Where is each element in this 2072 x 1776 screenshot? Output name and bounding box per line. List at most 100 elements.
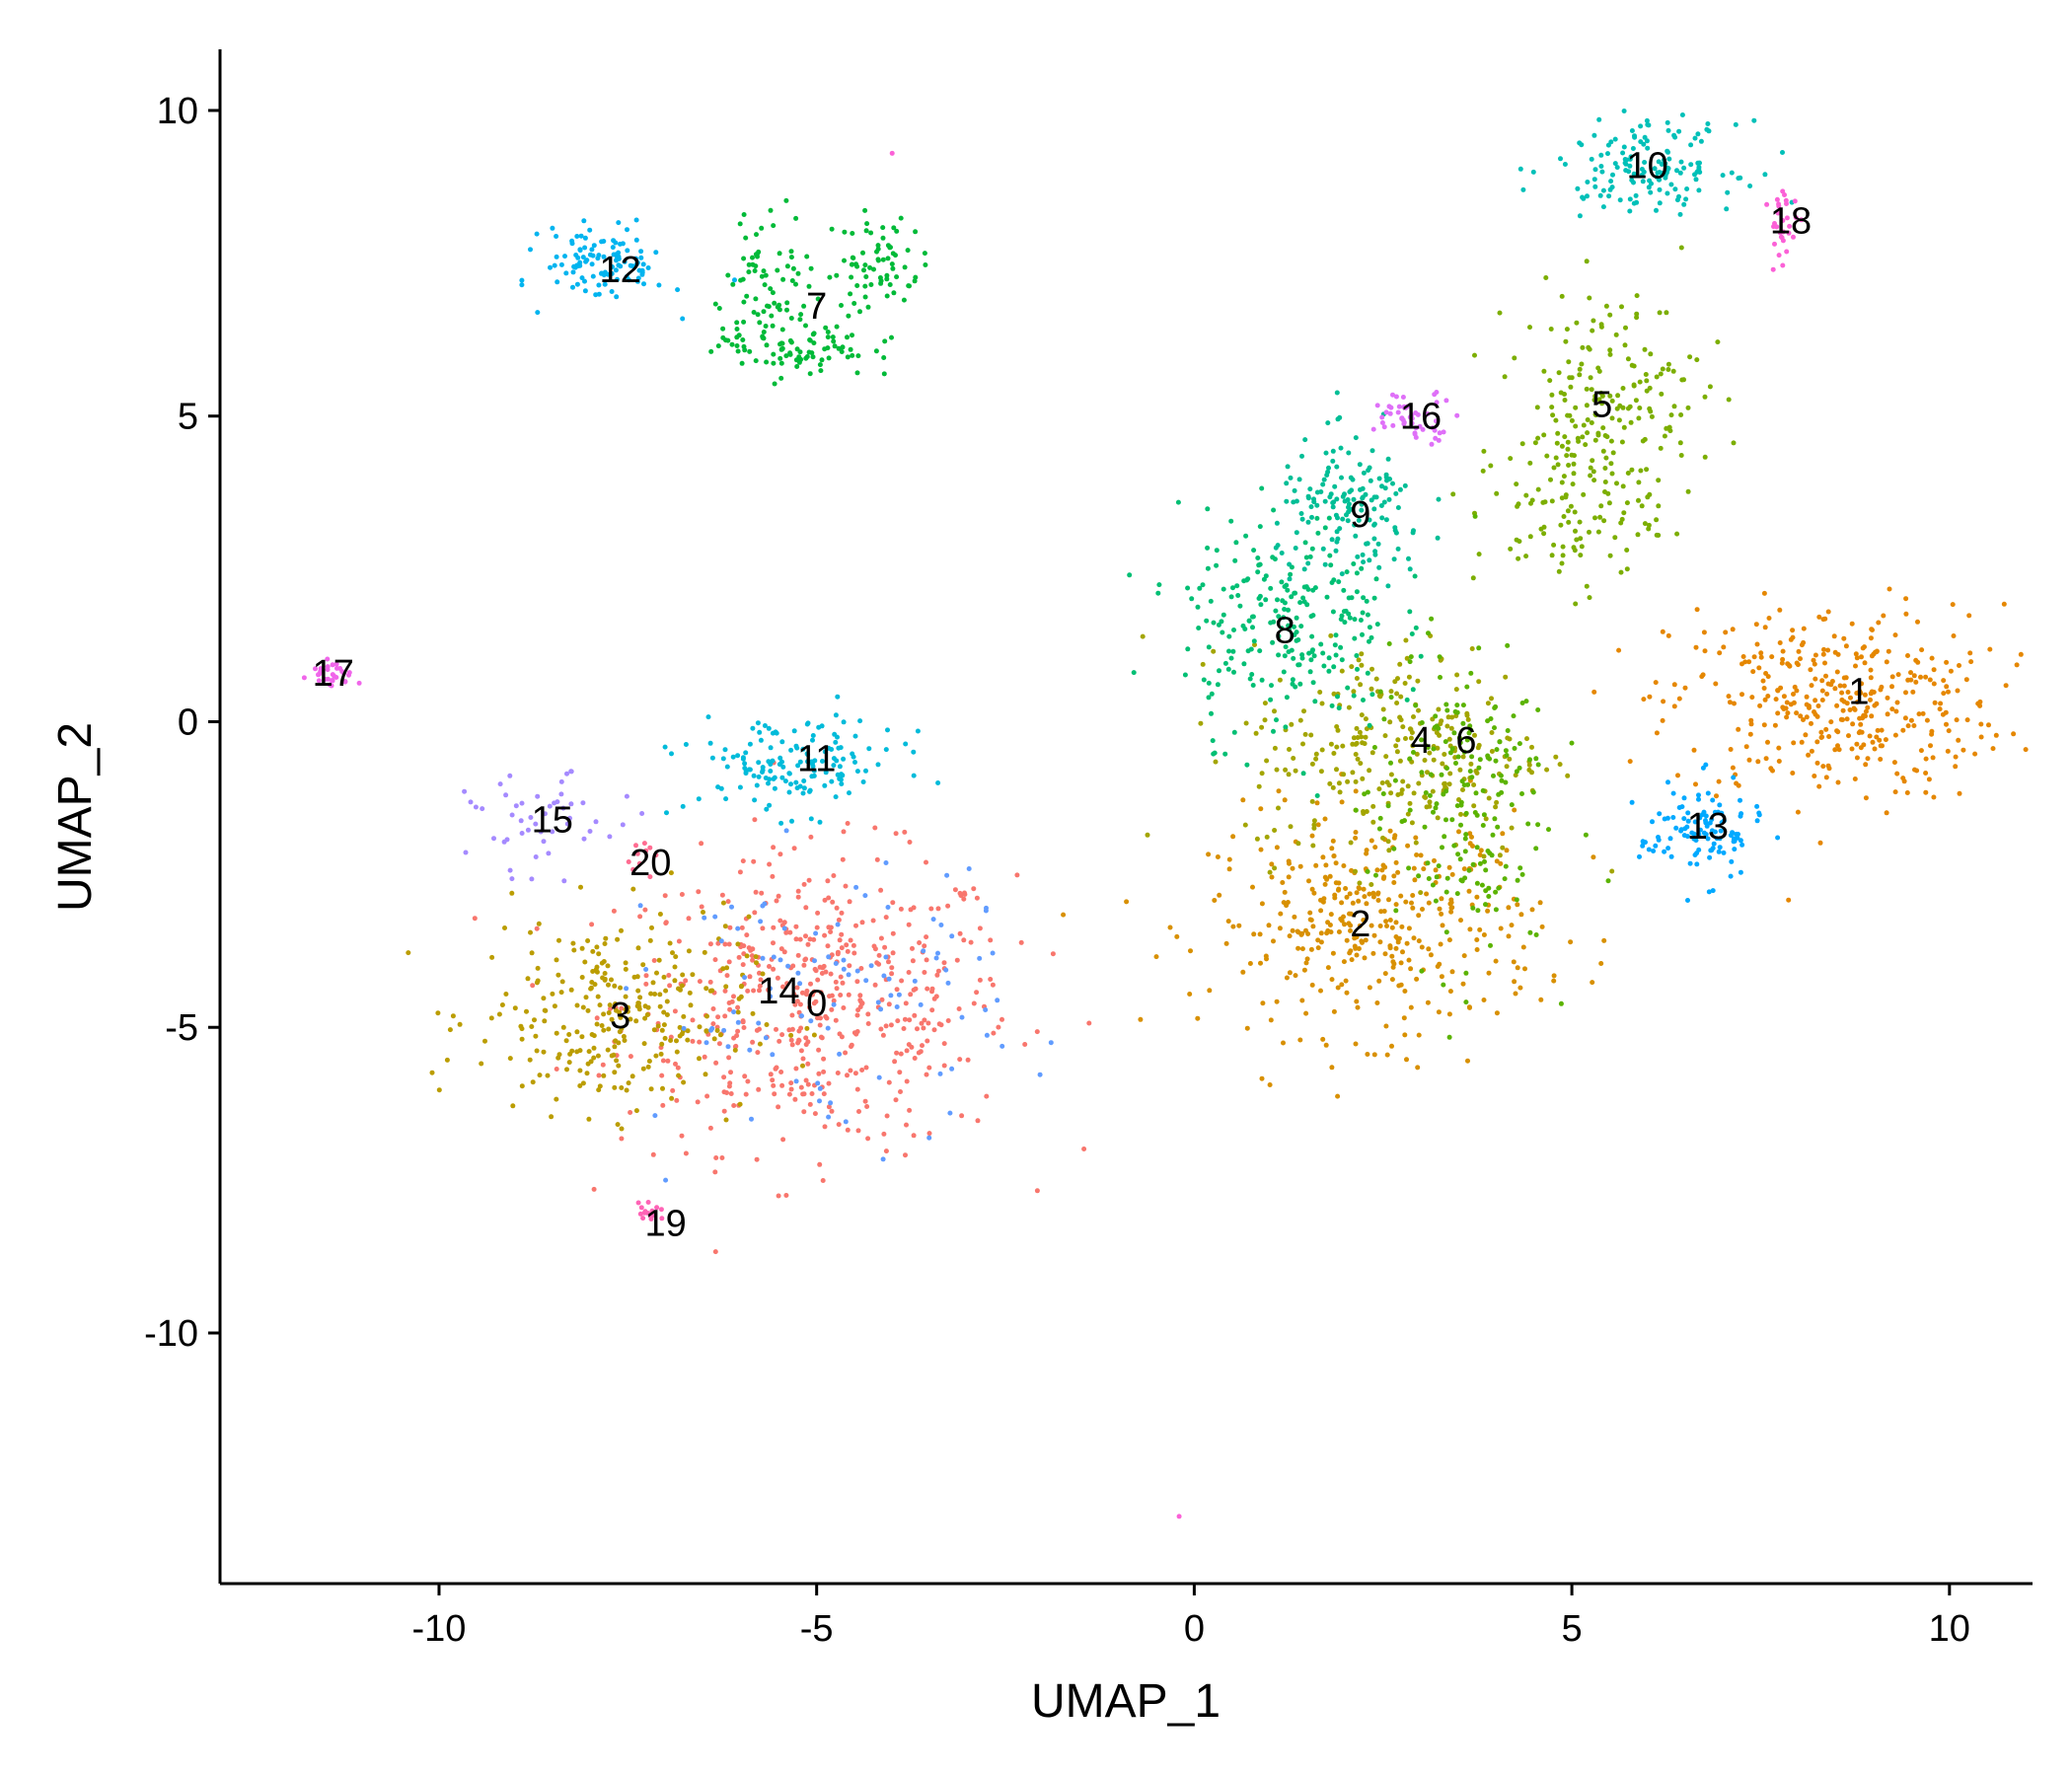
cluster-1-point xyxy=(1653,680,1659,686)
cluster-10-point xyxy=(1705,121,1711,126)
cluster-10-point xyxy=(1729,170,1735,176)
cluster-1-point xyxy=(1944,721,1949,727)
cluster-4-point xyxy=(1200,661,1206,667)
cluster-14-point xyxy=(768,994,774,999)
cluster-8-point xyxy=(1336,705,1342,711)
cluster-8-point xyxy=(1339,657,1345,663)
cluster-2-point xyxy=(1314,800,1320,806)
cluster-2-point xyxy=(1474,937,1480,942)
cluster-4-point xyxy=(1376,786,1382,792)
cluster-9-point xyxy=(1395,505,1401,510)
cluster-1-point xyxy=(1964,717,1970,723)
cluster-1-point xyxy=(1819,698,1825,703)
cluster-2-point xyxy=(1449,969,1455,975)
cluster-2-point xyxy=(1461,953,1467,959)
cluster-5-point xyxy=(1649,413,1655,419)
cluster-6-point xyxy=(1411,750,1416,755)
cluster-4-point xyxy=(1472,732,1477,738)
cluster-0-point xyxy=(756,1086,762,1092)
cluster-10-point xyxy=(1665,190,1670,196)
cluster-5-point xyxy=(1566,463,1572,468)
cluster-1-point xyxy=(1750,669,1756,675)
cluster-2-point xyxy=(1506,933,1512,939)
cluster-6-point xyxy=(1454,891,1460,897)
cluster-14-point xyxy=(990,950,996,956)
cluster-2-point xyxy=(1264,956,1269,962)
cluster-8-point xyxy=(1268,620,1274,626)
cluster-2-point xyxy=(1301,967,1307,973)
cluster-7-point xyxy=(817,362,823,368)
cluster-7-point xyxy=(868,282,874,287)
cluster-2-point xyxy=(1297,1037,1303,1043)
cluster-1-point xyxy=(1826,734,1832,739)
cluster-18-point xyxy=(1764,201,1770,207)
cluster-4-point xyxy=(1415,678,1421,684)
cluster-2-point xyxy=(1370,890,1376,896)
cluster-6-point xyxy=(1437,654,1443,660)
cluster-6-point xyxy=(1391,846,1397,851)
cluster-9-point xyxy=(1284,481,1290,486)
cluster-11-point xyxy=(782,778,788,784)
cluster-1-point xyxy=(1844,701,1850,706)
cluster-6-point xyxy=(1419,770,1425,776)
cluster-3-point xyxy=(626,1004,631,1010)
cluster-0-point xyxy=(838,993,844,998)
cluster-15-point xyxy=(480,806,485,812)
cluster-8-point xyxy=(1304,602,1310,608)
cluster-10-point xyxy=(1562,162,1568,167)
cluster-10-point xyxy=(1677,170,1683,176)
cluster-0-point xyxy=(961,896,967,902)
cluster-5-point xyxy=(1571,471,1577,477)
cluster-2-point xyxy=(1320,1036,1326,1042)
cluster-2-point xyxy=(1124,899,1130,905)
cluster-label-19: 19 xyxy=(644,1203,686,1244)
cluster-0-point xyxy=(721,1108,727,1114)
cluster-9-point xyxy=(1383,472,1389,478)
cluster-8-point xyxy=(1217,668,1221,674)
cluster-18-point xyxy=(1784,215,1790,221)
cluster-1-point xyxy=(1772,722,1778,728)
cluster-5-point xyxy=(1609,415,1615,421)
cluster-11-point xyxy=(823,770,829,776)
cluster-6-point xyxy=(1467,723,1473,729)
cluster-6-point xyxy=(1454,709,1460,715)
cluster-2-point xyxy=(1307,917,1313,923)
cluster-0-point xyxy=(895,1018,901,1024)
cluster-10-point xyxy=(1674,168,1679,174)
cluster-13-point xyxy=(1685,810,1691,816)
cluster-3-point xyxy=(697,1024,703,1030)
cluster-13-point xyxy=(1697,827,1703,833)
cluster-14-point xyxy=(652,1113,658,1119)
cluster-9-point xyxy=(1327,494,1333,500)
cluster-2-point xyxy=(1212,898,1218,903)
cluster-0-point xyxy=(851,950,857,956)
cluster-6-point xyxy=(1408,654,1414,660)
cluster-8-point xyxy=(1343,608,1349,614)
cluster-7-point xyxy=(850,255,855,260)
cluster-8-point xyxy=(1369,692,1375,698)
cluster-4-point xyxy=(1355,756,1361,762)
cluster-0-point xyxy=(745,1078,751,1084)
cluster-16-point xyxy=(1370,426,1376,432)
cluster-2-point xyxy=(1364,851,1369,856)
cluster-11-point xyxy=(811,773,817,778)
cluster-9-point xyxy=(1309,514,1314,520)
cluster-12-point xyxy=(552,262,557,268)
cluster-3-point xyxy=(519,1036,525,1042)
cluster-4-point xyxy=(1386,848,1392,853)
cluster-14-point xyxy=(876,1074,882,1080)
cluster-3-point xyxy=(677,1024,683,1030)
cluster-0-point xyxy=(1014,872,1020,878)
cluster-1-point xyxy=(1867,733,1873,739)
cluster-1-point xyxy=(1878,757,1884,762)
cluster-2-point xyxy=(1217,892,1222,898)
cluster-0-point xyxy=(801,962,807,968)
cluster-1-point xyxy=(1832,747,1838,753)
cluster-18-point xyxy=(1782,192,1787,197)
cluster-9-point xyxy=(1346,504,1351,510)
cluster-1-point xyxy=(1874,649,1880,655)
cluster-2-point xyxy=(1276,788,1282,794)
cluster-2-point xyxy=(1494,1010,1500,1016)
cluster-2-point xyxy=(1410,893,1416,898)
cluster-0-point xyxy=(921,1025,926,1031)
